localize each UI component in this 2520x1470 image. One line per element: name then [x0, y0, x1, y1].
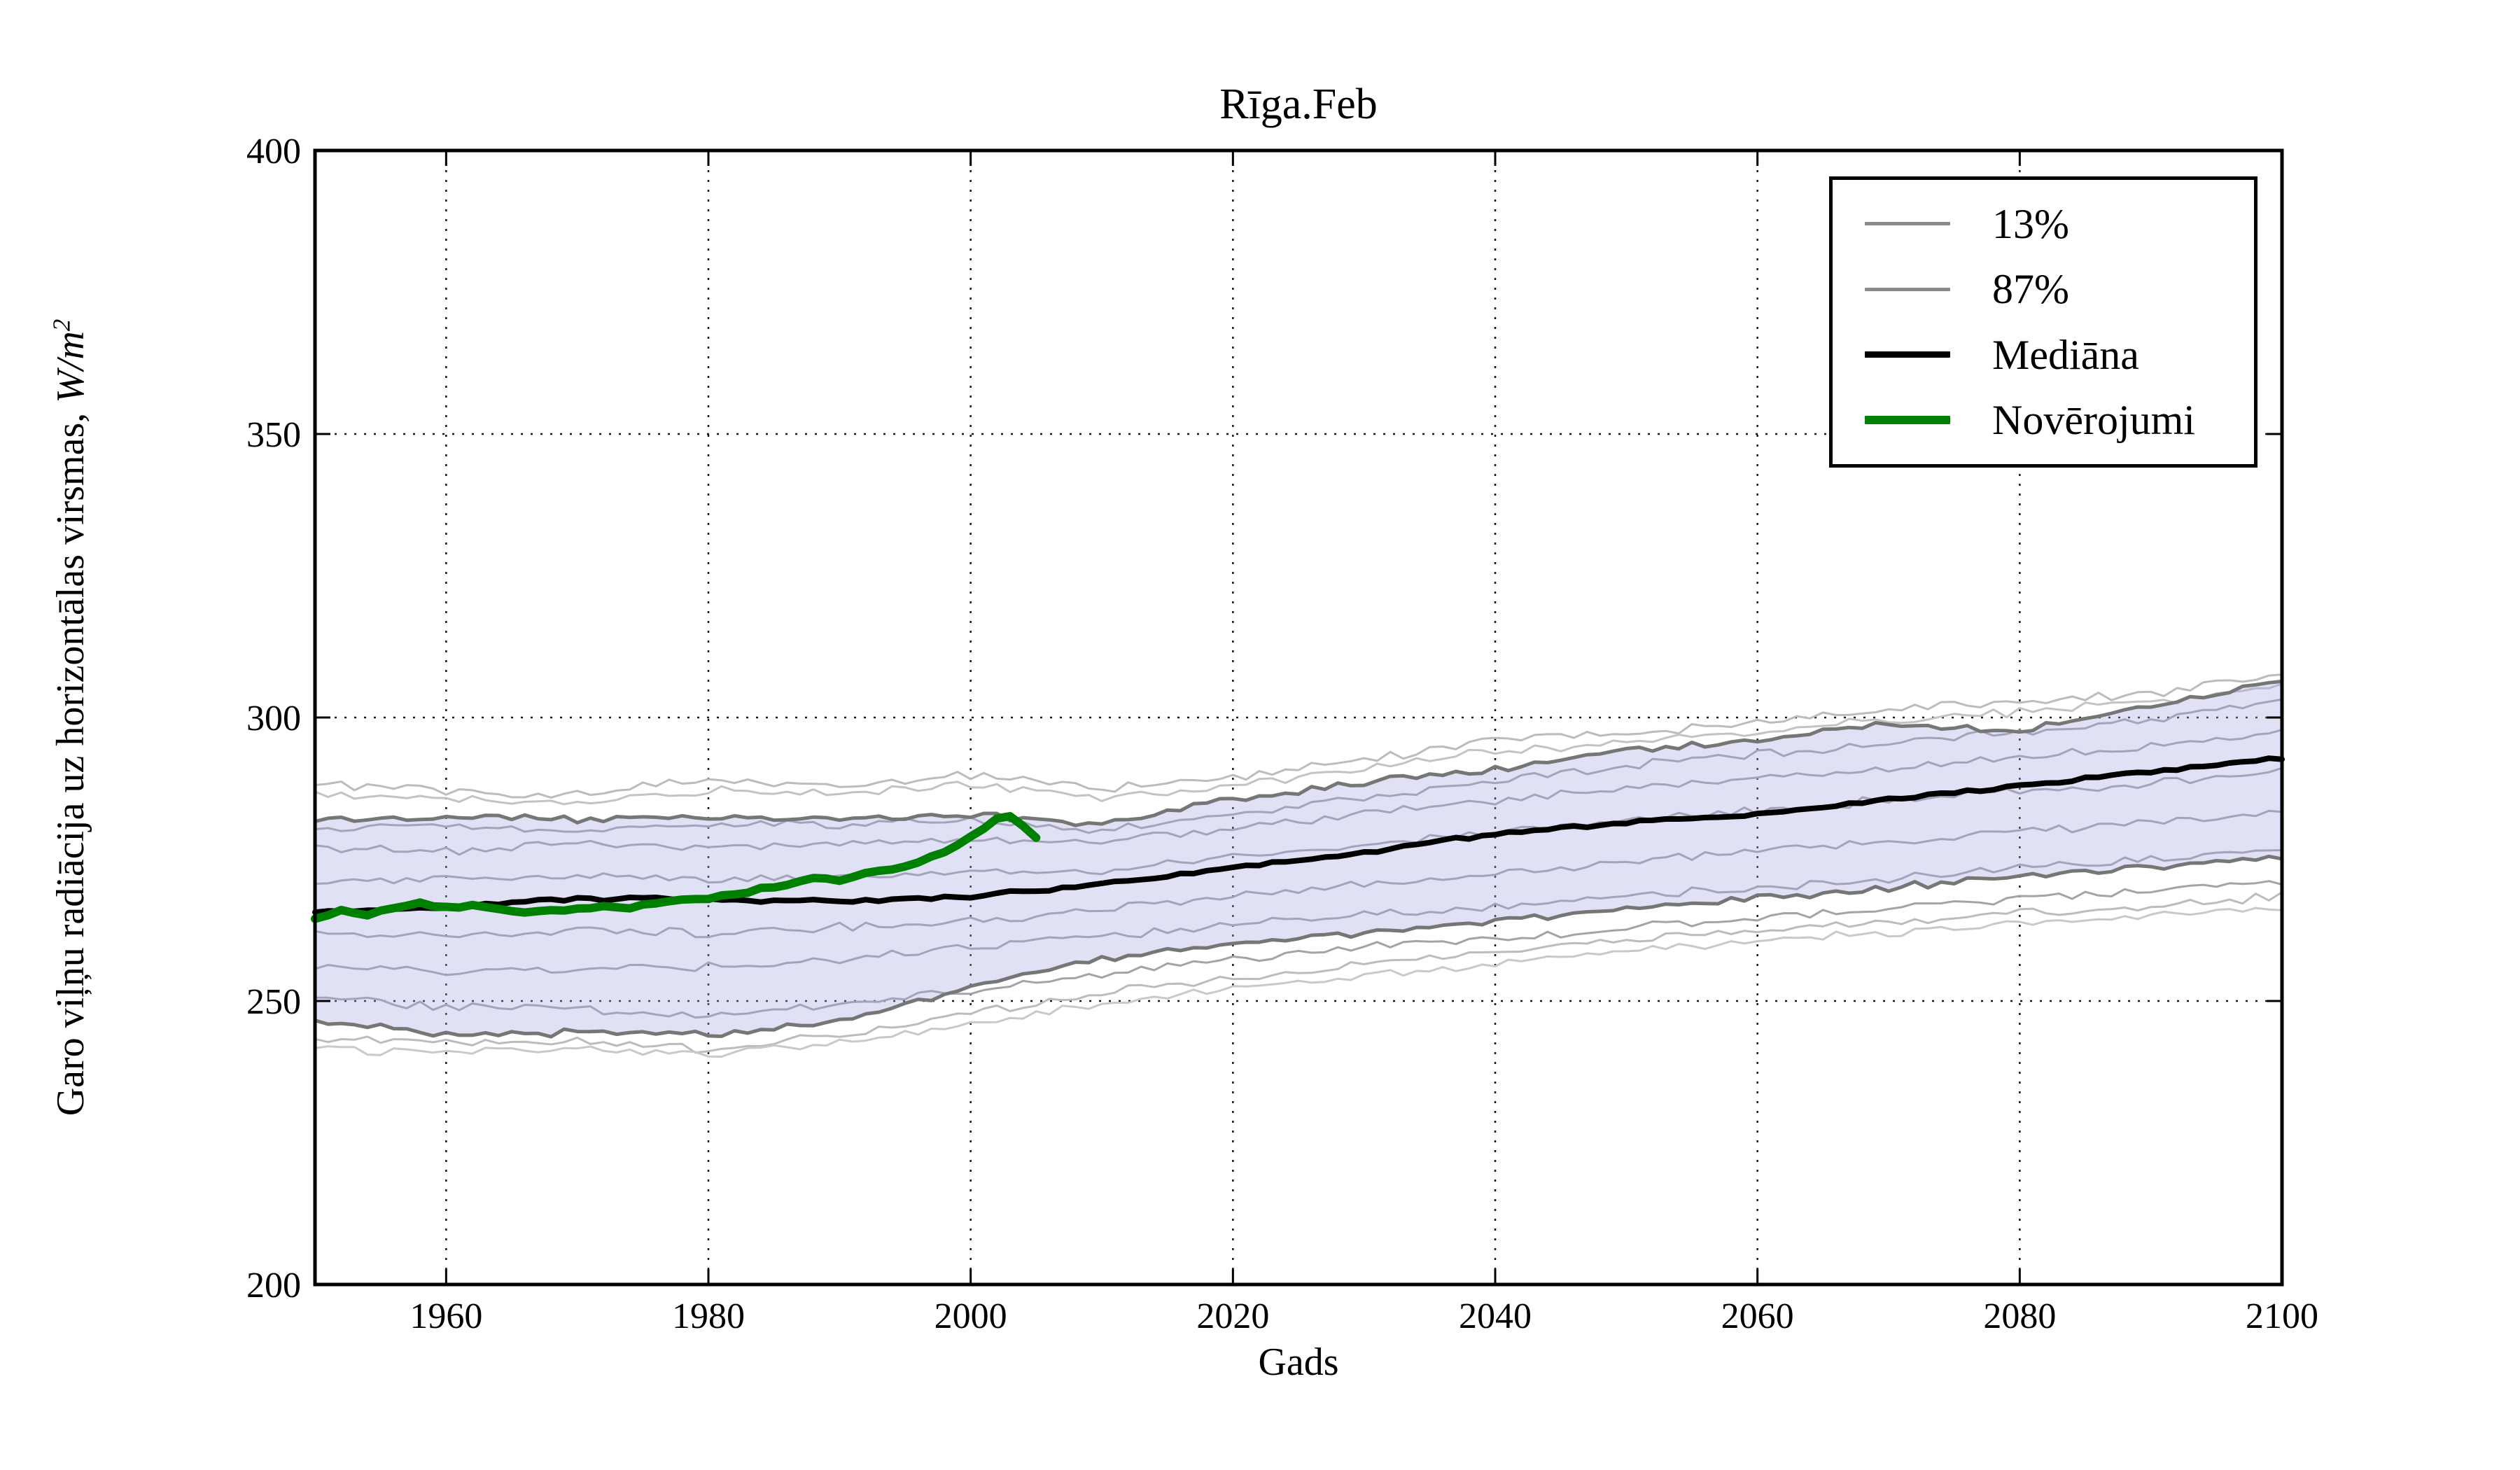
- x-tick-label: 2000: [934, 1296, 1007, 1336]
- y-tick-label: 200: [246, 1266, 301, 1306]
- observations-line: [311, 812, 1041, 923]
- legend-line-swatch: [1865, 287, 1950, 291]
- x-tick-label: 2060: [1721, 1296, 1794, 1336]
- x-tick-label: 2020: [1196, 1296, 1269, 1336]
- ensemble-member-line: [314, 891, 2283, 1054]
- legend-entry: Novērojumi: [1833, 399, 2254, 441]
- legend-entry-label: Novērojumi: [1992, 397, 2195, 444]
- y-tick-label: 400: [246, 132, 301, 172]
- ensemble-member-line: [314, 766, 2283, 885]
- legend-line-swatch: [1865, 222, 1950, 226]
- legend-box: 13% 87% Mediāna Novērojumi: [1829, 176, 2258, 468]
- ensemble-member-line: [314, 673, 2283, 799]
- x-tick-label: 2040: [1459, 1296, 1532, 1336]
- ensemble-member-line: [314, 809, 2283, 939]
- y-tick-label: 350: [246, 415, 301, 455]
- legend-line-swatch: [1865, 351, 1950, 358]
- x-axis-label: Gads: [1258, 1340, 1339, 1384]
- ensemble-member-line: [314, 698, 2283, 834]
- ensemble-member-line: [314, 682, 2283, 806]
- legend-entry: 13%: [1833, 203, 2254, 245]
- legend-entry-label: 87%: [1992, 266, 2069, 313]
- legend-entry-label: Mediāna: [1992, 331, 2139, 378]
- legend-entry-label: 13%: [1992, 200, 2069, 247]
- x-tick-label: 2080: [1983, 1296, 2056, 1336]
- percentile-13-line: [313, 854, 2284, 1039]
- x-tick-label: 1960: [410, 1296, 482, 1336]
- x-tick-label: 1980: [672, 1296, 745, 1336]
- series-group: [311, 673, 2285, 1058]
- legend-line-swatch: [1865, 416, 1950, 425]
- y-tick-label: 250: [246, 982, 301, 1022]
- legend-entry: 87%: [1833, 268, 2254, 310]
- ensemble-member-line: [314, 906, 2283, 1058]
- tick-labels: 1960 1980 2000 2020 2040 2060 2080 2100 200 250 30…: [246, 132, 2318, 1336]
- axis-ticks: [315, 149, 2283, 1286]
- ensemble-member-line: [314, 849, 2283, 976]
- y-tick-label: 300: [246, 699, 301, 738]
- x-tick-label: 2100: [2246, 1296, 2318, 1336]
- chart-title: Rīga.Feb: [1219, 80, 1378, 128]
- legend-entry: Mediāna: [1833, 334, 2254, 376]
- ensemble-member-line: [314, 880, 2283, 1019]
- ensemble-member-line: [314, 729, 2283, 856]
- percentile-87-line: [313, 679, 2284, 827]
- median-line: [312, 755, 2285, 916]
